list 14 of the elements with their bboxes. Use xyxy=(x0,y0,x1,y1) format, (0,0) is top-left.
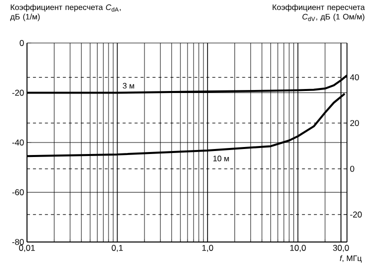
x-tick-label: 10,0 xyxy=(290,244,306,252)
y2-tick-label: 20 xyxy=(350,120,359,126)
y-tick-label: -40 xyxy=(12,140,24,146)
x-tick-label: 0,01 xyxy=(19,244,35,252)
y-tick-label: -60 xyxy=(12,189,24,196)
y-tick-label: -80 xyxy=(12,239,24,245)
y-tick-label: -20 xyxy=(12,90,24,96)
y2-tick-label: 0 xyxy=(350,166,354,172)
x-tick-label: 1,0 xyxy=(202,244,214,252)
y2-tick-label: 40 xyxy=(350,74,359,80)
y2-tick-label: -20 xyxy=(350,212,362,218)
x-tick-label: 30,0 xyxy=(333,244,349,252)
y-tick-label: 0 xyxy=(20,40,24,46)
x-tick-label: 0,1 xyxy=(112,244,123,252)
